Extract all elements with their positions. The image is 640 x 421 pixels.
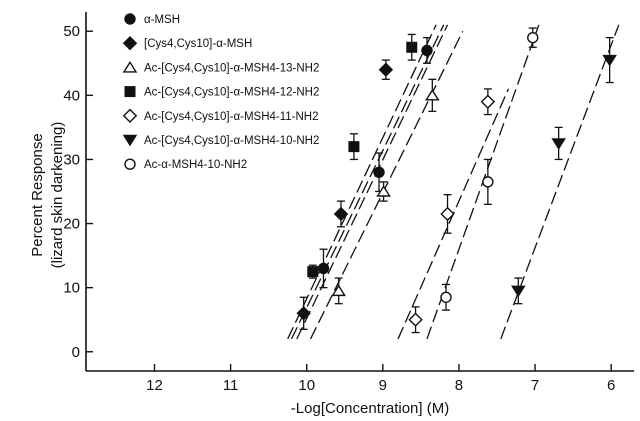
y-tick-label: 50	[63, 23, 80, 40]
data-point-series-6	[482, 176, 494, 188]
x-axis-label: -Log[Concentration] (M)	[291, 400, 449, 417]
data-point-series-4	[408, 312, 423, 327]
legend-marker-1	[122, 36, 138, 51]
legend-marker-0	[124, 13, 136, 25]
fit-line-series-1	[287, 24, 437, 340]
data-point-series-5	[602, 54, 617, 67]
data-point-series-4	[440, 206, 455, 222]
x-tick-label: 9	[379, 377, 387, 394]
x-tick-label: 12	[146, 377, 163, 394]
fit-line-series-3	[290, 24, 445, 340]
data-point-series-3	[307, 266, 319, 278]
legend-marker-2	[122, 60, 138, 73]
data-point-series-6	[440, 291, 452, 303]
data-point-series-2	[376, 185, 391, 197]
legend-marker-6	[124, 158, 136, 170]
x-tick-label: 6	[607, 377, 615, 394]
legend-marker-3	[124, 86, 136, 98]
legend-label-2: Ac-[Cys4,Cys10]-α-MSH4-13-NH2	[144, 62, 319, 74]
legend-label-0: α-MSH	[144, 14, 180, 26]
x-tick-label: 10	[298, 377, 315, 394]
data-point-series-5	[551, 138, 566, 150]
fit-line-series-2	[309, 30, 464, 340]
ticks: 12 11 10 9 8 7 6 0 10 20 30 40 50	[63, 23, 615, 394]
data-point-series-2	[331, 284, 346, 297]
data-point-series-1	[333, 206, 349, 222]
y-tick-label: 40	[63, 87, 80, 104]
fit-line-series-0	[296, 24, 449, 340]
data-point-series-3	[348, 141, 360, 153]
legend-label-4: Ac-[Cys4,Cys10]-α-MSH4-11-NH2	[144, 111, 319, 123]
x-tick-label: 7	[531, 377, 539, 394]
data-point-series-5	[511, 285, 526, 298]
data-point-series-3	[406, 41, 418, 53]
y-tick-label: 30	[63, 151, 80, 168]
data-point-series-4	[480, 94, 496, 109]
x-tick-label: 11	[223, 377, 239, 394]
data-point-series-1	[378, 62, 394, 77]
y-axis-label-line1: Percent Response	[29, 133, 46, 256]
legend-label-3: Ac-[Cys4,Cys10]-α-MSH4-12-NH2	[144, 87, 319, 99]
legend-label-1: [Cys4,Cys10]-α-MSH	[144, 38, 252, 50]
legend-marker-5	[122, 134, 138, 147]
y-axis-label-line2: (lizard skin darkening)	[49, 122, 66, 269]
x-tick-label: 8	[455, 377, 463, 394]
legend-label-6: Ac-α-MSH4-10-NH2	[144, 159, 247, 171]
data-point-series-0	[373, 166, 385, 178]
legend: α-MSH [Cys4,Cys10]-α-MSH Ac-[Cys4,Cys10]-α…	[122, 13, 319, 171]
y-tick-label: 10	[63, 280, 80, 297]
legend-marker-4	[122, 108, 138, 123]
data-point-series-0	[317, 262, 330, 275]
y-tick-label: 20	[63, 216, 80, 233]
data-point-series-0	[421, 44, 433, 57]
y-tick-label: 0	[72, 344, 80, 361]
data-point-series-1	[296, 306, 311, 321]
legend-label-5: Ac-[Cys4,Cys10]-α-MSH4-10-NH2	[144, 135, 319, 147]
data-points	[296, 27, 617, 334]
axes	[85, 12, 634, 372]
data-point-series-6	[527, 31, 539, 44]
data-point-series-2	[425, 88, 440, 101]
